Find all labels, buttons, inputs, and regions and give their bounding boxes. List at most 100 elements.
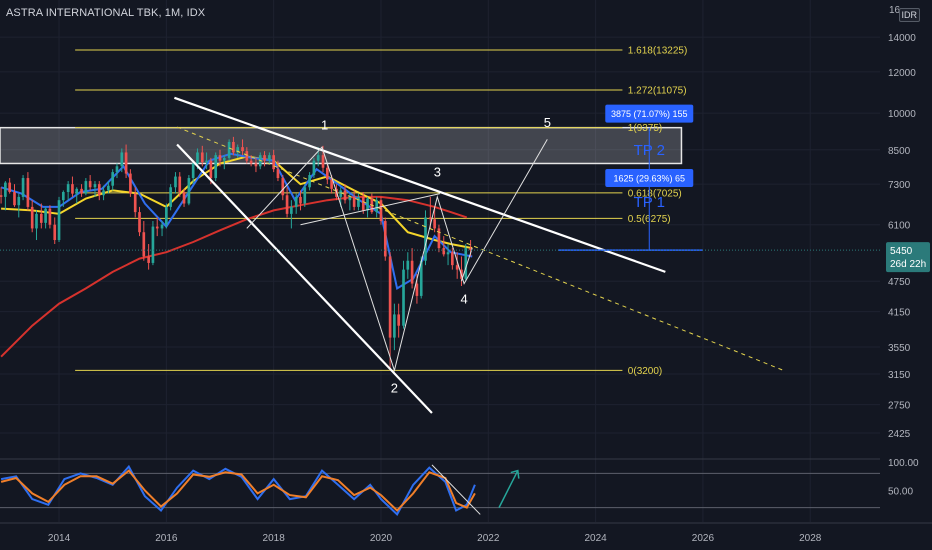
target-label: TP 2 <box>634 142 665 159</box>
candle <box>48 205 52 229</box>
candle-body <box>455 265 459 270</box>
candle <box>290 200 293 229</box>
candle-body <box>218 155 222 161</box>
candle-body <box>308 175 311 188</box>
candle-body <box>299 196 302 204</box>
candle <box>375 196 379 218</box>
candle-body <box>361 196 365 211</box>
candle-body <box>268 155 271 161</box>
price-tick-label-partial: 16 <box>889 5 901 16</box>
candle-body <box>424 217 427 261</box>
candle-body <box>120 152 124 167</box>
candle-body <box>442 248 446 255</box>
candle-body <box>142 232 146 257</box>
last-price-badge <box>886 242 930 273</box>
candle <box>442 236 446 257</box>
candle <box>451 248 454 270</box>
candle-body <box>276 169 280 179</box>
candle <box>379 196 383 225</box>
candle-body <box>446 252 450 255</box>
candle-body <box>174 176 177 188</box>
candle <box>84 178 88 196</box>
candle-body <box>410 260 414 284</box>
candle <box>178 172 182 197</box>
price-tick-label: 7300 <box>888 180 911 191</box>
candle-body <box>343 190 347 201</box>
candle <box>446 244 450 266</box>
candle-body <box>303 187 307 204</box>
candle <box>254 157 258 173</box>
stochastic-trendline <box>431 464 481 515</box>
candle <box>268 152 271 164</box>
candle <box>343 184 347 204</box>
candle-body <box>155 226 159 229</box>
bullish-arrow-shaft <box>498 470 519 508</box>
candle-body <box>245 151 249 161</box>
candle-body <box>249 160 253 164</box>
descending-resistance-line <box>174 96 666 273</box>
candle <box>464 244 468 282</box>
candle <box>133 187 137 218</box>
price-tick-label: 3150 <box>888 370 911 381</box>
candle <box>402 260 405 329</box>
candle-body <box>285 195 289 214</box>
candle-body <box>402 269 405 326</box>
candle-body <box>388 256 392 338</box>
wave-label: 1 <box>321 117 328 132</box>
candle <box>281 175 285 201</box>
candle-body <box>290 206 293 214</box>
candle-body <box>97 184 101 196</box>
candle <box>214 152 218 182</box>
candle-body <box>222 157 226 161</box>
candle <box>88 175 92 191</box>
candle-body <box>75 188 79 194</box>
candle-body <box>133 193 137 213</box>
wave-label: 5 <box>544 115 551 130</box>
candle <box>174 172 177 194</box>
candle-body <box>138 212 141 233</box>
candle <box>241 139 244 156</box>
candle <box>75 187 79 204</box>
candle <box>57 196 61 243</box>
candle <box>4 181 7 211</box>
candle <box>406 252 410 279</box>
stochastic-tick-label: 100.00 <box>888 458 919 469</box>
symbol-title: ASTRA INTERNATIONAL TBK, 1M, IDX <box>6 7 206 19</box>
candle-body <box>339 190 343 197</box>
annotation-labels: 1 2 3 4 5 3875 (71.07%) 155 1625 (29.63%) 65 TP… <box>321 104 694 396</box>
candle-body <box>232 141 235 153</box>
descending-support-line <box>176 143 433 414</box>
candle-body <box>393 314 396 338</box>
bullish-arrow-head <box>510 469 520 479</box>
candle <box>205 152 208 170</box>
candle <box>66 181 70 201</box>
resistance-zone-layer <box>0 126 683 165</box>
candle <box>21 175 25 201</box>
candle-body <box>169 187 172 207</box>
candle-body <box>366 198 369 211</box>
candle <box>151 221 155 266</box>
candle <box>393 303 396 351</box>
price-tick-label: 4750 <box>888 277 911 288</box>
candle-body <box>17 196 21 206</box>
candle-body <box>191 163 195 179</box>
candle-body <box>464 248 468 279</box>
candle <box>366 196 369 218</box>
target-label: TP 1 <box>634 194 665 211</box>
time-tick-label: 2014 <box>48 533 71 544</box>
candle <box>155 217 159 237</box>
currency-badge[interactable]: IDR <box>898 8 920 22</box>
trend-drawings <box>0 96 880 414</box>
candle-body <box>272 155 275 170</box>
candle-body <box>66 184 70 193</box>
candle-body <box>348 196 352 201</box>
candle-body <box>151 226 155 263</box>
candle-body <box>312 160 316 176</box>
candle <box>142 221 146 261</box>
candle-body <box>205 160 208 163</box>
time-tick-label: 2020 <box>370 533 393 544</box>
candle <box>35 210 38 241</box>
candle <box>424 210 427 266</box>
candle-body <box>437 228 441 249</box>
